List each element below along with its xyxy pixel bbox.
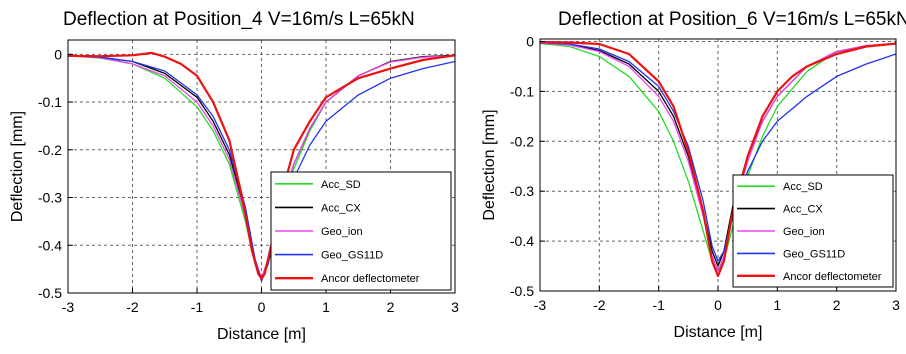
x-tick-label: -1	[191, 299, 204, 315]
legend-label: Geo_GS11D	[321, 250, 383, 262]
legend-label: Acc_SD	[783, 181, 823, 193]
x-tick-label: 3	[451, 299, 459, 315]
x-tick-label: -1	[652, 297, 665, 313]
series-line-ancor-deflectometer	[540, 40, 896, 278]
series-line-ancor-deflectometer	[68, 51, 455, 280]
x-tick-label: 0	[258, 299, 266, 315]
chart-1: Deflection at Position_4 V=16m/s L=65kN -…	[9, 9, 459, 343]
legend: Acc_SD Acc_CX Geo_ion Geo_GS11D Ancor deflec…	[732, 174, 894, 288]
legend: Acc_SD Acc_CX Geo_ion Geo_GS11D Ancor deflec…	[270, 171, 452, 291]
y-axis-label: Deflection [mm]	[9, 111, 26, 222]
y-tick-label: -0.3	[510, 183, 534, 199]
y-tick-label: -0.2	[38, 142, 62, 158]
x-axis-label: Distance [m]	[217, 326, 306, 343]
x-tick-label: 1	[322, 299, 330, 315]
x-tick-label: 3	[892, 297, 900, 313]
y-tick-label: -0.4	[510, 233, 534, 249]
x-tick-label: 2	[833, 297, 841, 313]
y-tick-label: -0.2	[510, 133, 534, 149]
y-tick-label: -0.5	[38, 285, 62, 301]
series-group	[540, 40, 896, 278]
y-tick-label: -0.1	[510, 83, 534, 99]
x-tick-label: -2	[593, 297, 606, 313]
legend-label: Acc_CX	[321, 202, 361, 214]
x-tick-label: 2	[387, 299, 395, 315]
y-tick-label: -0.3	[38, 190, 62, 206]
series-line-geo-gs11d	[540, 41, 896, 262]
series-line-geo-gs11d	[68, 54, 455, 282]
chart-title: Deflection at Position_6 V=16m/s L=65kN	[558, 9, 906, 30]
chart-2: Deflection at Position_6 V=16m/s L=65kN -…	[481, 9, 906, 341]
legend-label: Ancor deflectometer	[783, 271, 882, 283]
y-tick-label: -0.4	[38, 237, 62, 253]
x-tick-label: -3	[62, 299, 75, 315]
y-axis-label: Deflection [mm]	[481, 109, 498, 220]
x-tick-label: 0	[714, 297, 722, 313]
legend-label: Acc_SD	[321, 179, 361, 191]
x-tick-label: 1	[773, 297, 781, 313]
legend-label: Acc_CX	[783, 204, 823, 216]
x-tick-label: -2	[126, 299, 139, 315]
legend-label: Geo_ion	[321, 226, 363, 238]
x-axis-label: Distance [m]	[674, 324, 763, 341]
y-tick-label: 0	[526, 33, 534, 49]
y-tick-label: -0.1	[38, 94, 62, 110]
legend-label: Geo_GS11D	[783, 248, 845, 260]
x-tick-label: -3	[534, 297, 547, 313]
chart-title: Deflection at Position_4 V=16m/s L=65kN	[63, 9, 415, 30]
y-tick-label: 0	[54, 46, 62, 62]
y-tick-label: -0.5	[510, 283, 534, 299]
legend-label: Geo_ion	[783, 226, 825, 238]
legend-label: Ancor deflectometer	[321, 273, 420, 285]
series-group	[68, 51, 455, 282]
